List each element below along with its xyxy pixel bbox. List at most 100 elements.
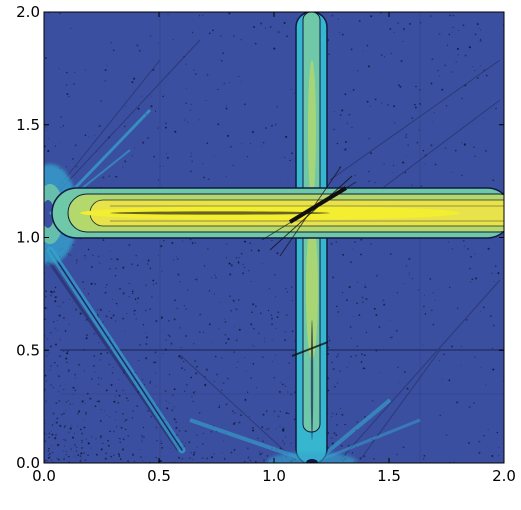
speckle: [479, 38, 482, 40]
speckle: [115, 267, 117, 270]
diagonal-band: [46, 246, 421, 462]
speckle: [258, 451, 260, 453]
speckle: [210, 431, 213, 433]
speckle: [193, 343, 195, 345]
speckle: [424, 294, 425, 296]
speckle: [287, 180, 289, 182]
speckle: [229, 145, 233, 148]
speckle: [217, 88, 219, 91]
speckle: [214, 155, 216, 157]
speckle: [409, 22, 411, 25]
speckle: [244, 398, 247, 401]
speckle: [290, 89, 292, 91]
speckle: [419, 21, 422, 24]
speckle: [232, 410, 234, 412]
speckle: [109, 250, 112, 253]
speckle: [434, 163, 437, 166]
speckle: [444, 64, 447, 67]
speckle: [478, 440, 481, 443]
speckle: [102, 321, 104, 323]
speckle: [277, 311, 280, 314]
speckle: [268, 288, 270, 290]
speckle: [356, 421, 359, 423]
speckle: [201, 457, 204, 459]
speckle: [432, 323, 435, 326]
speckle: [285, 135, 288, 138]
speckle: [77, 425, 79, 427]
speckle: [115, 390, 118, 392]
speckle: [74, 72, 76, 73]
speckle: [84, 459, 87, 462]
speckle: [125, 397, 128, 400]
speckle: [141, 437, 143, 439]
speckle: [335, 434, 338, 436]
speckle: [340, 408, 342, 409]
speckle: [163, 240, 165, 242]
speckle: [461, 142, 463, 144]
speckle: [393, 105, 396, 108]
speckle: [142, 379, 144, 381]
speckle: [400, 60, 403, 63]
speckle: [366, 44, 369, 47]
speckle: [498, 447, 500, 449]
speckle: [203, 176, 205, 179]
speckle: [229, 273, 232, 276]
speckle: [117, 402, 120, 404]
speckle: [150, 95, 152, 97]
speckle: [117, 452, 119, 454]
speckle: [371, 400, 374, 402]
speckle: [45, 400, 47, 402]
speckle: [191, 395, 193, 398]
speckle: [492, 324, 495, 327]
speckle: [344, 140, 347, 143]
speckle: [135, 318, 137, 320]
speckle: [100, 448, 103, 451]
speckle: [141, 460, 143, 462]
speckle: [265, 429, 267, 431]
speckle: [464, 54, 467, 57]
speckle: [79, 312, 82, 315]
speckle: [168, 402, 170, 404]
speckle: [108, 363, 111, 366]
speckle: [223, 82, 226, 85]
speckle: [279, 410, 282, 413]
diagonal-streak: [379, 99, 501, 191]
speckle: [438, 360, 440, 362]
speckle: [167, 13, 169, 15]
speckle: [248, 415, 251, 417]
speckle: [444, 147, 447, 149]
speckle: [275, 296, 276, 298]
speckle: [190, 103, 192, 105]
speckle: [392, 171, 394, 173]
speckle: [348, 113, 351, 116]
y-tick-label: 0.0: [16, 454, 40, 472]
speckle: [268, 309, 270, 312]
speckle: [483, 435, 485, 437]
speckle: [235, 339, 238, 342]
speckle: [408, 274, 410, 276]
speckle: [230, 264, 233, 267]
speckle: [262, 413, 265, 416]
speckle: [471, 66, 473, 68]
speckle: [182, 240, 184, 242]
speckle: [104, 69, 107, 72]
speckle: [46, 338, 49, 340]
speckle: [85, 319, 88, 321]
speckle: [335, 241, 337, 243]
speckle: [264, 341, 266, 343]
speckle: [99, 308, 102, 311]
speckle: [448, 33, 451, 36]
speckle: [443, 353, 445, 356]
speckle: [109, 267, 111, 270]
speckle: [131, 292, 134, 295]
speckle: [208, 290, 211, 292]
speckle: [68, 461, 70, 463]
x-axis-ticks: 0.0 0.5 1.0 1.5 2.0: [32, 12, 516, 485]
speckle: [59, 355, 62, 358]
speckle: [423, 454, 426, 457]
speckle: [122, 389, 124, 392]
speckle: [62, 450, 64, 452]
speckle: [162, 95, 165, 98]
speckle: [113, 430, 115, 433]
speckle: [265, 410, 268, 413]
